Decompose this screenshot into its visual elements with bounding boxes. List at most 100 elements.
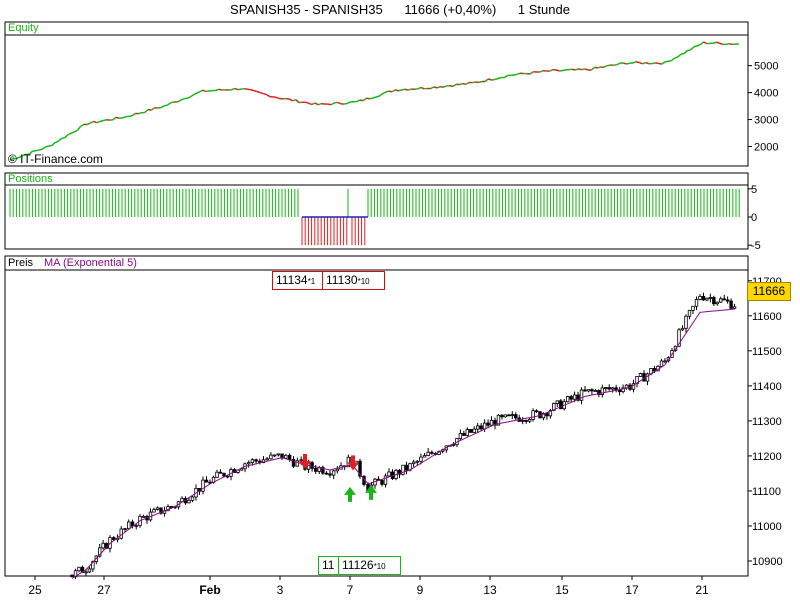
equity-line-segment (651, 62, 656, 65)
candle-body (586, 389, 591, 392)
candle-body (548, 410, 553, 417)
x-tick-label: 21 (695, 583, 709, 597)
equity-tick-label: 4000 (754, 88, 778, 100)
candle-body (291, 459, 296, 467)
candle-body (187, 499, 191, 504)
equity-line-segment (38, 148, 43, 151)
candle-body (541, 412, 546, 419)
candle-body (708, 297, 713, 299)
candle-body (208, 481, 212, 484)
candle-body (510, 414, 515, 416)
equity-line-segment (54, 140, 59, 144)
equity-line-segment (192, 92, 197, 96)
equity-line-segment (330, 102, 335, 106)
candle-body (419, 456, 423, 462)
equity-line-segment (504, 74, 509, 79)
equity-line-segment (144, 108, 149, 114)
chart-title: SPANISH35 - SPANISH35 11666 (+0,40%) 1 S… (0, 2, 800, 17)
x-tick-label: Feb (199, 583, 220, 597)
candle-body (358, 460, 362, 477)
candle-body (694, 299, 699, 307)
trade-label-price: 11 (322, 558, 335, 572)
equity-panel-label: Equity (8, 22, 39, 34)
equity-line-segment (61, 137, 65, 140)
equity-line-segment (516, 72, 521, 76)
candle-body (422, 455, 427, 458)
equity-line-segment (237, 88, 242, 91)
price-tick-label: 11400 (752, 381, 782, 393)
equity-line-segment (555, 69, 560, 72)
positions-tick-label: -5 (751, 240, 761, 252)
price-tick-label: 11200 (752, 451, 782, 463)
equity-line-segment (51, 142, 56, 147)
equity-line-segment (308, 102, 313, 106)
last-price-badge: 11666 (747, 282, 791, 301)
candle-body (218, 471, 223, 474)
candle-body (659, 360, 664, 367)
candle-body (127, 521, 131, 529)
equity-line-segment (401, 88, 406, 91)
candle-body (520, 420, 525, 422)
trade-label-price: 11134 (276, 273, 308, 287)
equity-line-segment (388, 90, 393, 93)
candle-body (225, 475, 230, 478)
equity-line-segment (48, 144, 52, 147)
candle-body (645, 373, 650, 382)
equity-line-segment (494, 77, 499, 81)
candle-body (552, 403, 556, 411)
equity-line-segment (584, 68, 589, 71)
candle-body (555, 400, 560, 404)
equity-line-segment (385, 90, 390, 93)
equity-line-segment (465, 81, 470, 85)
equity-line-segment (693, 45, 698, 48)
equity-line-segment (635, 61, 640, 64)
x-tick-label: 27 (97, 583, 111, 597)
equity-line-segment (45, 145, 49, 148)
candle-body (684, 315, 688, 329)
equity-line-segment (244, 87, 248, 90)
equity-line-segment (420, 86, 425, 90)
equity-line-segment (327, 103, 332, 106)
equity-line-segment (539, 70, 544, 73)
equity-line-segment (658, 62, 662, 65)
equity-line-segment (28, 150, 33, 155)
equity-line-segment (131, 112, 136, 117)
equity-line-segment (73, 129, 78, 133)
equity-line-segment (102, 119, 107, 122)
equity-line-segment (80, 123, 85, 127)
trade-label-sell-2: 11130*10 (322, 271, 385, 290)
equity-line-segment (317, 102, 322, 106)
trade-label-price: 11130 (326, 273, 358, 287)
candle-body (299, 459, 303, 462)
price-tick-label: 11000 (752, 521, 782, 533)
equity-line-segment (478, 80, 483, 84)
equity-line-segment (199, 89, 204, 93)
equity-line-segment (41, 146, 46, 150)
equity-line-segment (253, 89, 258, 93)
equity-line-segment (305, 101, 309, 104)
equity-line-segment (680, 52, 685, 55)
candle-body (201, 479, 205, 492)
candle-body (475, 425, 480, 430)
ma-legend-label: MA (Exponential 5) (44, 257, 137, 269)
equity-line-segment (452, 83, 457, 87)
candle-body (680, 327, 685, 331)
trade-label-suffix: *10 (357, 277, 370, 286)
equity-line-segment (578, 68, 582, 71)
equity-line-segment (407, 88, 412, 91)
x-tick-label: 7 (347, 583, 354, 597)
equity-line-segment (529, 71, 534, 75)
equity-line-segment (9, 157, 14, 161)
equity-line-segment (19, 154, 24, 158)
candle-body (691, 305, 695, 311)
candle-body (411, 461, 416, 465)
candle-body (572, 394, 577, 400)
equity-line-segment (462, 82, 467, 85)
candle-body (254, 459, 258, 462)
candle-body (80, 566, 85, 574)
equity-line-segment (35, 149, 40, 152)
candle-body (159, 507, 163, 514)
candle-body (583, 389, 587, 392)
candle-body (401, 464, 405, 475)
x-tick-label: 17 (625, 583, 639, 597)
